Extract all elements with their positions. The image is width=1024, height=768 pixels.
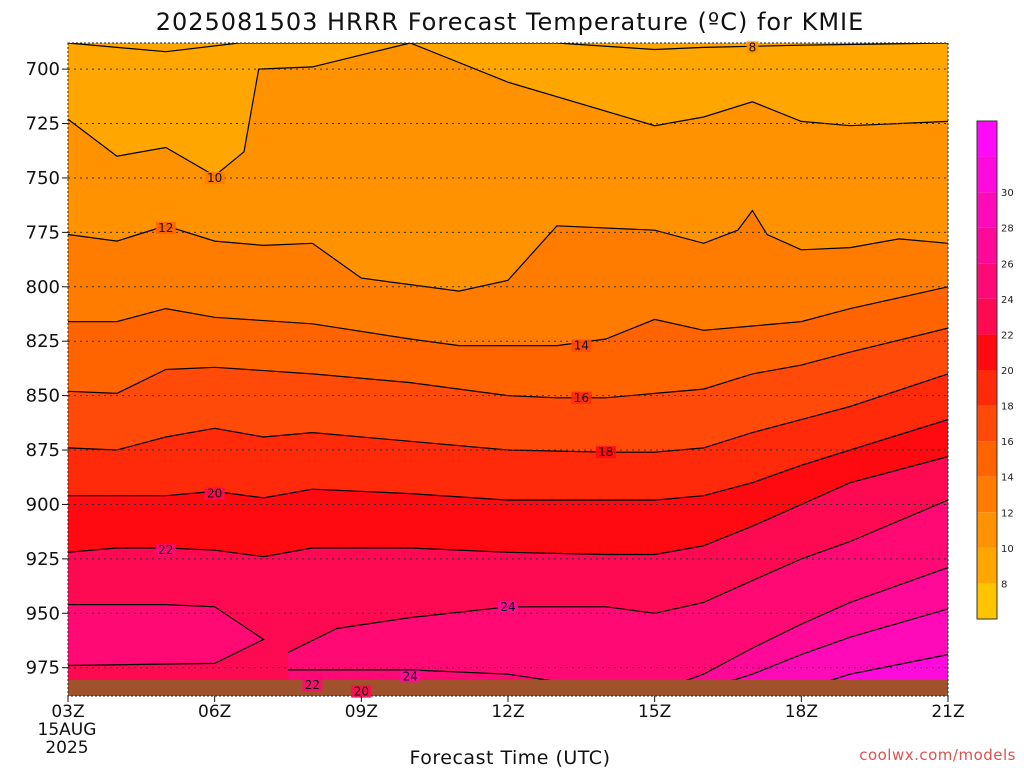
colorbar-swatch <box>977 334 997 370</box>
x-tick-label: 09Z <box>345 702 378 722</box>
colorbar: 8 10 12 14 16 18 20 22 24 26 28 30 <box>976 120 1014 620</box>
colorbar-swatch <box>977 227 997 264</box>
colorbar-tick-label: 16 <box>1001 437 1014 448</box>
y-tick-label: 925 <box>26 549 60 570</box>
colorbar-tick-label: 24 <box>1001 295 1014 306</box>
y-tick-label: 900 <box>26 494 60 515</box>
contour-line-22 <box>68 456 948 558</box>
contour-line-14 <box>68 286 948 347</box>
contour-label-bg <box>400 670 421 683</box>
x-axis-label: Forecast Time (UTC) <box>410 747 611 768</box>
contour-label-12: 12 <box>158 221 173 235</box>
band-fill-24-left <box>68 604 264 666</box>
colorbar-frame <box>976 120 998 620</box>
y-tick-label: 725 <box>26 114 60 135</box>
contour-label-22: 22 <box>305 678 320 692</box>
colorbar-swatch <box>977 405 997 442</box>
contour-label-24: 24 <box>500 600 515 614</box>
x-tick-label: 06Z <box>198 702 231 722</box>
colorbar-tick-label: 18 <box>1001 402 1014 413</box>
grid-lines <box>68 68 948 669</box>
contour-line-24 <box>288 669 582 686</box>
contour-line-28 <box>703 608 948 691</box>
contour-label-14: 14 <box>574 339 589 353</box>
colorbar-tick-label: 28 <box>1001 224 1014 235</box>
y-tick-label: 775 <box>26 222 60 243</box>
contour-label-bg <box>571 391 592 404</box>
colorbar-tick-label: 30 <box>1001 188 1014 199</box>
contour-line-8 <box>68 43 948 53</box>
x-tick-label: 12Z <box>491 702 524 722</box>
y-tick-label: 800 <box>26 277 60 298</box>
contour-label-bg <box>498 600 518 613</box>
colorbar-swatch <box>977 121 997 157</box>
colorbar-swatch <box>977 547 997 584</box>
colorbar-swatch <box>977 263 997 299</box>
contour-line-20 <box>68 419 948 501</box>
y-tick-label: 700 <box>26 59 60 80</box>
colorbar-swatch <box>977 192 997 228</box>
colorbar-swatch <box>977 583 997 619</box>
contour-line-16 <box>68 327 948 399</box>
contour-label-20: 20 <box>354 685 369 699</box>
contour-label-18: 18 <box>598 445 613 459</box>
contour-line-26 <box>678 567 948 684</box>
credit-text: coolwx.com/models <box>859 746 1016 764</box>
contour-label-bg <box>155 544 176 557</box>
x-date-year: 2025 <box>45 738 88 758</box>
colorbar-tick-label: 8 <box>1001 579 1007 590</box>
y-tick-label: 875 <box>26 440 60 461</box>
y-tick-label: 750 <box>26 168 60 189</box>
contour-line-12 <box>68 209 948 292</box>
contour-label-bg <box>204 487 225 500</box>
x-tick-label: 15Z <box>638 702 671 722</box>
colorbar-swatch <box>977 156 997 193</box>
x-tick-label: 21Z <box>931 702 964 722</box>
temperature-fill <box>68 43 948 696</box>
x-tick-label: 03Z <box>51 702 84 722</box>
contour-label-22: 22 <box>158 543 173 557</box>
contour-labels: 8 10 12 14 16 18 20 22 24 24 22 20 <box>155 40 759 699</box>
x-date-day: 15AUG <box>38 720 97 740</box>
contour-label-10: 10 <box>207 171 222 185</box>
y-tick-label: 950 <box>26 603 60 624</box>
y-tick-label: 975 <box>26 658 60 679</box>
contour-label-bg <box>571 339 592 352</box>
contour-line-24 <box>68 604 265 667</box>
contour-label-bg <box>351 685 372 698</box>
y-tick-label: 850 <box>26 386 60 407</box>
colorbar-swatch <box>977 441 997 477</box>
contour-line-18 <box>68 373 948 453</box>
chart-title: 2025081503 HRRR Forecast Temperature (ºC… <box>156 8 865 36</box>
ground-surface <box>68 680 948 696</box>
x-tick-label: 18Z <box>785 702 818 722</box>
x-axis: 15AUG 2025 03Z 06Z 09Z 12Z 15Z 18Z 21Z <box>38 696 965 758</box>
contour-lines <box>68 43 948 693</box>
contour-label-bg <box>595 446 616 459</box>
contour-label-16: 16 <box>574 391 589 405</box>
colorbar-swatch <box>977 476 997 513</box>
contour-label-bg <box>302 679 323 692</box>
colorbar-tick-label: 14 <box>1001 473 1014 484</box>
colorbar-tick-label: 12 <box>1001 508 1014 519</box>
colorbar-swatch <box>977 370 997 406</box>
contour-label-20: 20 <box>207 487 222 501</box>
y-tick-label: 825 <box>26 331 60 352</box>
contour-label-24: 24 <box>403 669 418 683</box>
colorbar-tick-label: 10 <box>1001 544 1014 555</box>
contour-label-8: 8 <box>749 40 757 54</box>
contour-label-bg <box>204 171 225 184</box>
colorbar-tick-label: 22 <box>1001 330 1014 341</box>
colorbar-swatch <box>977 512 997 548</box>
colorbar-tick-label: 20 <box>1001 366 1014 377</box>
colorbar-tick-label: 26 <box>1001 259 1014 270</box>
y-axis: 700 725 750 775 800 825 850 875 900 925 950 975 <box>26 59 68 679</box>
contour-label-bg <box>746 41 759 54</box>
contour-label-bg <box>155 222 176 235</box>
colorbar-swatch <box>977 298 997 335</box>
contour-line-24 <box>287 499 948 654</box>
contour-line-10 <box>68 43 948 177</box>
